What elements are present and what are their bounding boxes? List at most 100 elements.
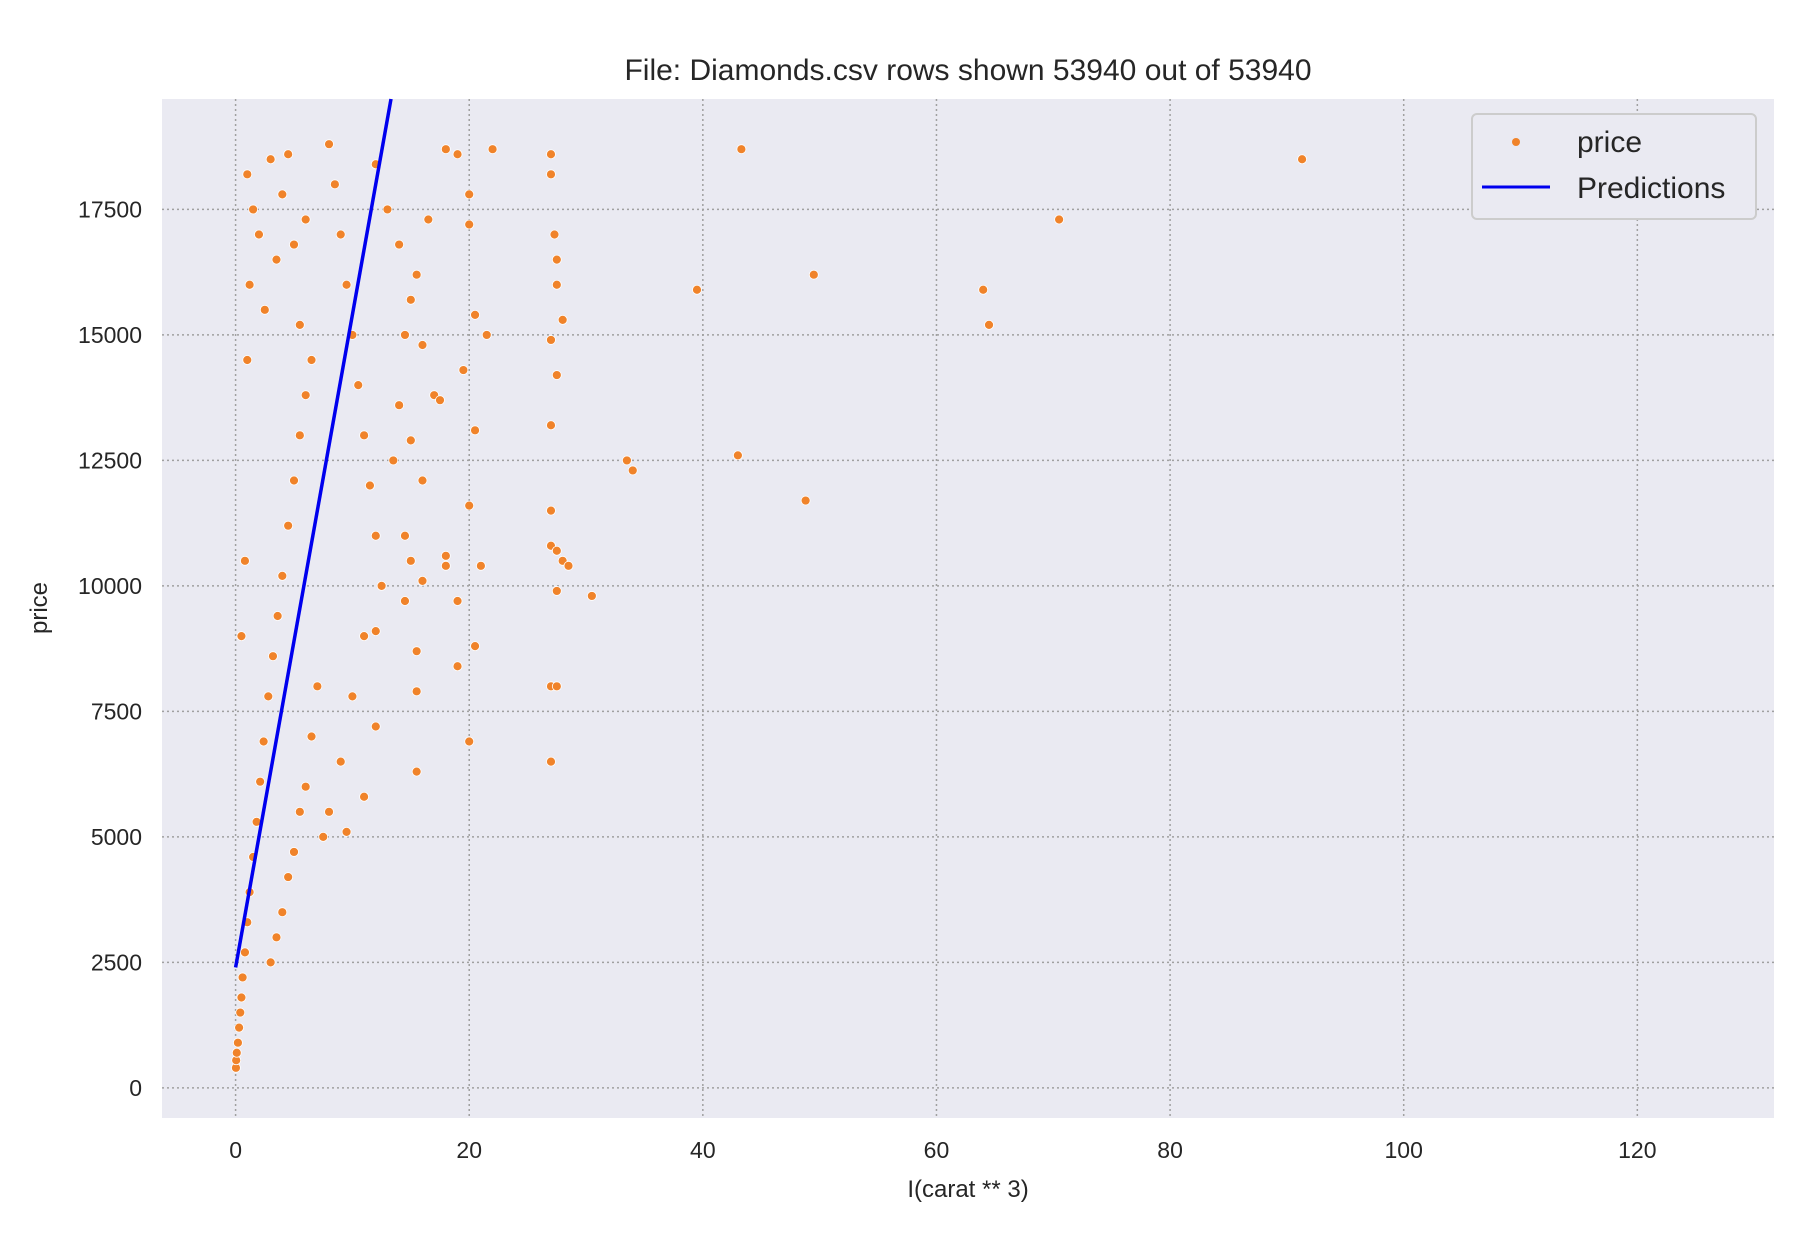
x-tick-label: 120 [1618, 1137, 1656, 1163]
scatter-point [306, 355, 317, 365]
scatter-point [365, 480, 375, 491]
scatter-point [265, 154, 276, 165]
scatter-point [300, 214, 311, 225]
legend-marker-price [1512, 138, 1520, 146]
tick-labels: 0 20 40 60 80 100 120 0 2500 5000 7500 10000 12500 15… [78, 196, 1656, 1163]
scatter-point [563, 560, 574, 571]
scatter-point [231, 1047, 242, 1058]
scatter-point [400, 530, 410, 541]
x-tick-label: 0 [229, 1137, 242, 1163]
scatter-point [235, 1007, 246, 1018]
scatter-point [423, 214, 434, 225]
y-tick-label: 5000 [91, 824, 142, 850]
prediction-line [233, 98, 393, 968]
legend: price Predictions [1471, 113, 1757, 220]
scatter-point [234, 1022, 244, 1033]
scatter-point [300, 390, 311, 401]
scatter-point [255, 776, 266, 787]
plot-area [162, 99, 1774, 1118]
x-tick-label: 80 [1157, 1137, 1183, 1163]
scatter-point [283, 520, 294, 531]
scatter-point [242, 169, 253, 180]
scatter-point [551, 279, 562, 290]
scatter-point [359, 791, 369, 802]
scatter-point [329, 179, 340, 190]
scatter-point [411, 646, 422, 657]
scatter-point [475, 560, 486, 571]
scatter-point [452, 596, 463, 606]
x-tick-label: 40 [690, 1137, 716, 1163]
scatter-point [551, 370, 562, 380]
scatter-point [376, 581, 387, 591]
scatter-point [984, 319, 994, 330]
scatter-point [470, 425, 480, 436]
scatter-point [549, 229, 560, 240]
scatter-point [470, 641, 480, 652]
scatter-point [312, 681, 323, 692]
scatter-points [231, 139, 1307, 1073]
scatter-point [248, 204, 259, 215]
scatter-point [258, 736, 269, 747]
x-tick-label: 100 [1385, 1137, 1423, 1163]
scatter-point [435, 395, 445, 406]
scatter-point [440, 550, 451, 561]
scatter-point [242, 355, 253, 365]
scatter-point [400, 596, 410, 606]
scatter-point [417, 575, 428, 586]
scatter-point [405, 294, 416, 305]
legend-box [1471, 113, 1757, 220]
y-tick-label: 12500 [78, 447, 142, 473]
scatter-point [978, 284, 989, 295]
scatter-point [370, 721, 381, 732]
x-tick-label: 20 [456, 1137, 482, 1163]
scatter-point [551, 254, 562, 265]
scatter-point [551, 586, 562, 596]
x-axis-label: I(carat ** 3) [907, 1176, 1028, 1203]
y-tick-label: 15000 [78, 322, 142, 348]
grid [162, 99, 1774, 1118]
scatter-point [240, 947, 250, 958]
x-tick-label: 60 [924, 1137, 950, 1163]
y-axis-label: price [26, 582, 53, 634]
scatter-point [411, 686, 422, 697]
scatter-point [294, 806, 305, 817]
scatter-point [551, 681, 562, 692]
scatter-point [263, 691, 274, 702]
scatter-point [272, 611, 283, 621]
scatter-point [347, 691, 358, 702]
scatter-point [400, 330, 410, 340]
scatter-point [289, 239, 299, 250]
scatter-point [353, 380, 364, 391]
scatter-point [382, 204, 393, 215]
scatter-point [341, 279, 352, 290]
scatter-point [800, 495, 811, 506]
scatter-point [546, 505, 556, 516]
scatter-point [417, 475, 428, 486]
scatter-point [546, 420, 556, 431]
scatter-point [808, 269, 819, 280]
scatter-point [324, 806, 334, 817]
scatter-point [1297, 154, 1307, 165]
scatter-point [283, 872, 294, 882]
scatter-point [335, 756, 346, 767]
scatter-point [464, 500, 475, 511]
y-tick-label: 7500 [91, 698, 142, 724]
scatter-point [341, 826, 352, 837]
scatter-point [236, 992, 247, 1003]
scatter-point [388, 455, 399, 466]
scatter-point [622, 455, 632, 466]
chart-title: File: Diamonds.csv rows shown 53940 out … [624, 54, 1311, 87]
scatter-point [271, 254, 282, 265]
scatter-point [405, 555, 416, 566]
scatter-point [236, 631, 247, 642]
scatter-point [546, 149, 556, 160]
scatter-point [394, 239, 405, 250]
y-tick-label: 0 [129, 1075, 142, 1101]
scatter-point [546, 335, 556, 345]
scatter-point [692, 284, 702, 295]
scatter-point [294, 319, 305, 330]
scatter-point [237, 972, 248, 983]
scatter-point [277, 570, 288, 581]
scatter-point [1054, 214, 1065, 225]
